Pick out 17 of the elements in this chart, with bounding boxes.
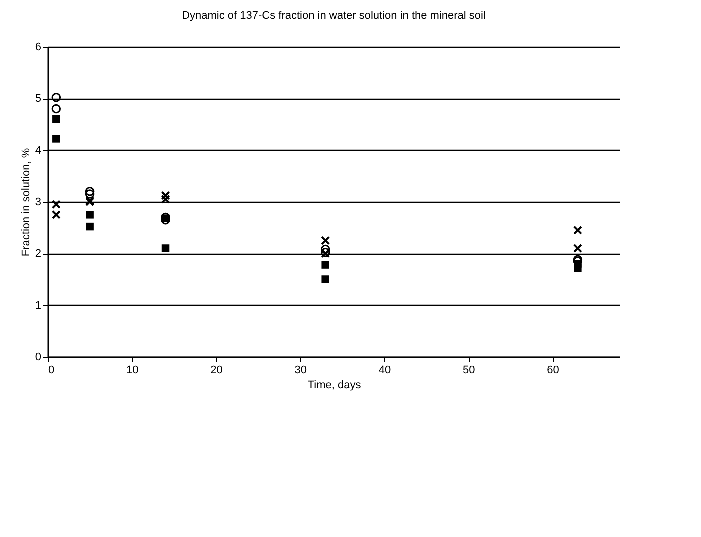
x-tick-label: 20: [210, 364, 223, 376]
y-tick-label: 1: [35, 300, 42, 312]
x-tick-label: 50: [462, 364, 476, 376]
chart-title: Dynamic of 137-Cs fraction in water solution in the mineral soil: [182, 10, 486, 22]
x-tick-label: 0: [48, 364, 55, 376]
y-tick-label: 2: [35, 248, 42, 260]
y-tick-label: 0: [35, 352, 42, 364]
y-tick-label: 4: [35, 144, 42, 157]
x-axis-title: Time, days: [308, 380, 362, 392]
x-tick-label: 40: [378, 364, 392, 376]
y-tick-label: 6: [35, 42, 42, 54]
y-axis-title: Fraction in solution, %: [20, 148, 32, 257]
y-tick-label: 3: [35, 196, 42, 208]
x-tick-label: 30: [294, 364, 307, 376]
x-tick-label: 60: [547, 364, 560, 376]
y-tick-label: 5: [35, 93, 42, 106]
x-tick-label: 10: [126, 364, 139, 376]
